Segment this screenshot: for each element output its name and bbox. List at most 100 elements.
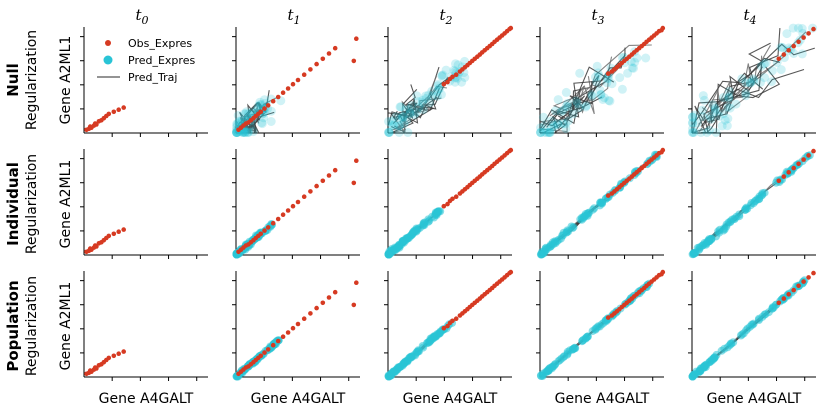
trajectory-line [392,97,442,135]
predicted-point [255,97,265,107]
legend-obs-label: Obs_Expres [128,37,192,50]
observed-point [314,183,319,189]
predicted-point [755,195,763,204]
observed-point [326,295,332,300]
predicted-point [797,24,807,33]
predicted-point [395,102,405,112]
trajectory-line [540,47,626,132]
predicted-point [395,120,405,130]
predicted-point [424,90,434,100]
predicted-point [433,79,443,89]
predicted-point [793,23,803,33]
predicted-point [761,58,771,68]
panel-r1-c4 [536,25,666,137]
predicted-point [259,113,269,123]
observed-point [94,244,99,249]
predicted-point [421,91,431,101]
predicted-point [430,213,438,222]
predicted-point [711,128,721,137]
predicted-point [421,94,431,103]
predicted-point [749,76,759,86]
observed-point [354,36,359,41]
predicted-point [704,125,714,135]
predicted-point [384,117,394,126]
observed-point [94,122,99,127]
predicted-point [453,60,463,70]
predicted-point [724,86,734,96]
observed-point [116,229,121,234]
predicted-point [568,224,577,232]
predicted-point [400,105,410,115]
observed-point [441,325,447,331]
predicted-point [776,42,786,52]
observed-point [811,270,816,276]
predicted-point [550,106,560,116]
observed-point [320,178,326,184]
predicted-point [605,96,615,106]
panel-grid [80,23,818,381]
predicted-point [538,112,548,122]
observed-point [270,342,276,348]
predicted-point [724,92,734,102]
predicted-point [629,63,638,73]
predicted-point [798,28,808,38]
observed-point [786,170,791,175]
predicted-point [234,117,244,127]
row-labels: Null Regularization Individual Regulariz… [4,30,74,376]
predicted-point [266,106,276,116]
predicted-point [434,83,444,93]
predicted-point [536,128,546,137]
trajectory-line [557,53,626,121]
predicted-point [741,88,751,98]
predicted-point [425,98,435,108]
predicted-point [710,105,720,115]
predicted-point [431,332,440,341]
observed-point [441,203,447,209]
predicted-point [240,127,250,137]
observed-point [295,199,301,205]
observed-point [776,178,782,184]
predicted-point [545,128,555,137]
observed-point [280,212,286,217]
predicted-point [603,73,613,83]
row-sublabel-null: Regularization [24,30,40,130]
observed-point [265,347,271,352]
predicted-point [428,91,438,101]
trajectory-line [701,76,749,120]
predicted-point [591,72,600,82]
observed-point [806,31,811,36]
predicted-point [561,87,571,97]
trajectory-line [553,96,603,133]
predicted-point [266,117,276,126]
y-axis-label-row2: Gene A2ML1 [58,160,74,249]
observed-point [354,280,359,286]
trajectory-line [692,42,771,133]
predicted-point [437,71,447,81]
predicted-point [574,103,584,113]
x-axis-label-col3: Gene A4GALT [403,391,498,407]
observed-point [776,56,782,62]
observed-point [116,107,121,112]
predicted-point [701,361,710,370]
predicted-point [391,112,401,122]
predicted-point [255,100,265,110]
predicted-point [387,369,396,378]
observed-point [351,302,357,308]
observed-point [796,161,801,167]
column-title-t3: t3 [591,6,604,27]
predicted-point [710,107,720,117]
predicted-point [548,120,558,130]
predicted-point [561,101,571,111]
predicted-point [403,128,413,137]
predicted-point [623,68,633,78]
observed-point [605,71,611,76]
predicted-point [710,103,720,113]
panel-r3-c1 [80,271,208,381]
predicted-point [698,112,708,122]
legend-pred-marker [103,55,113,65]
column-title-t0: t0 [135,6,148,27]
predicted-point [563,102,573,112]
predicted-point [571,96,581,106]
predicted-point [731,99,741,109]
observed-point [111,109,117,115]
